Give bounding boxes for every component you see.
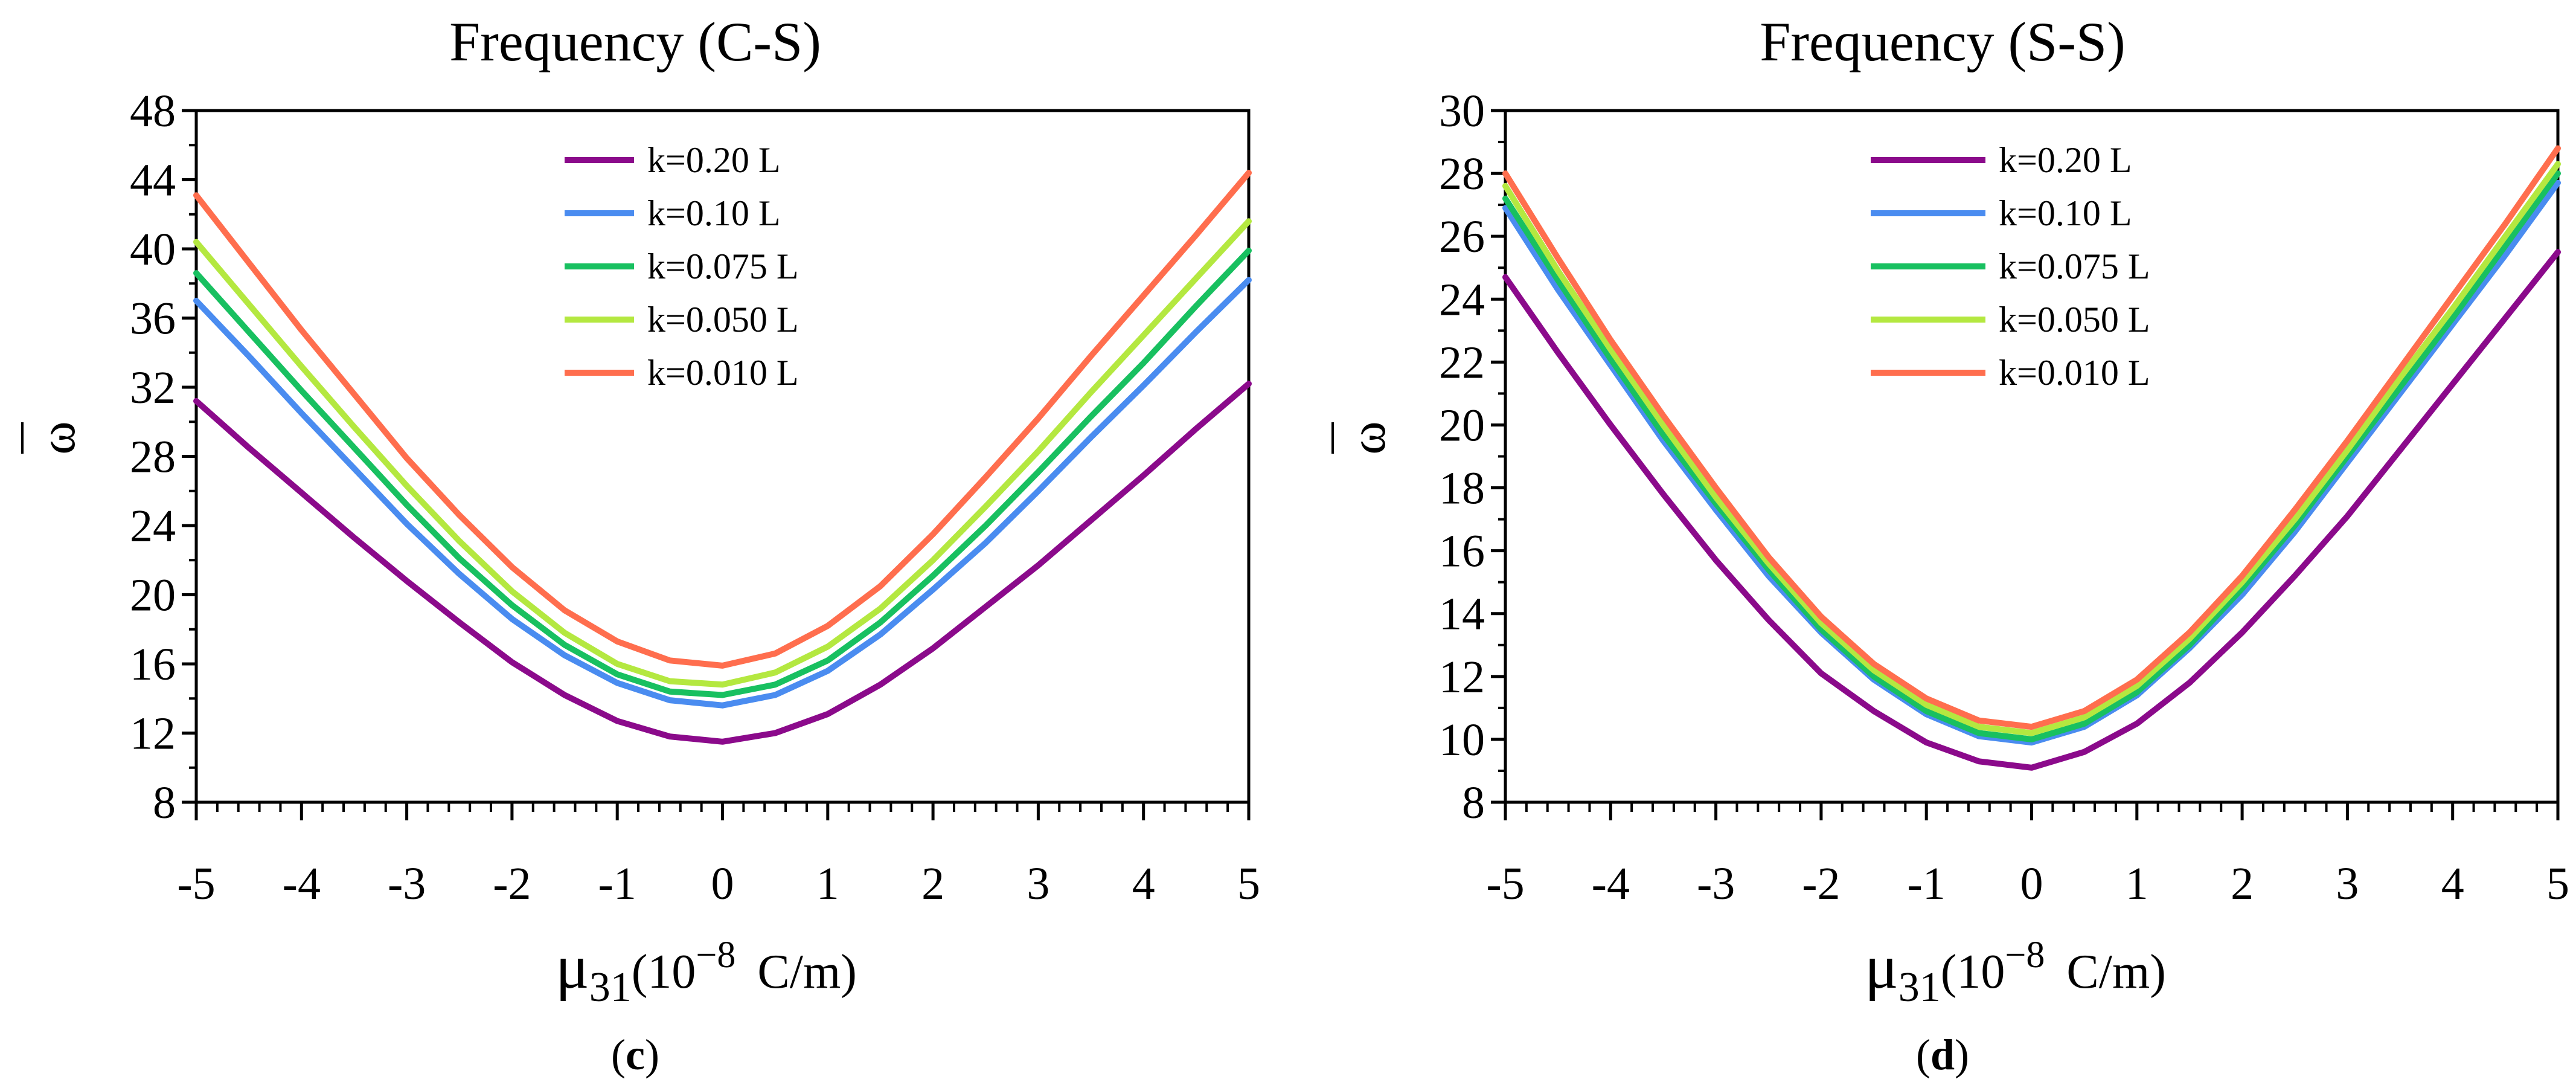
y-tick-label: 8 <box>1462 777 1485 828</box>
x-tick-label: 3 <box>1027 858 1049 909</box>
y-tick-label: 10 <box>1439 715 1485 765</box>
x-axis-label-sub: 31 <box>1898 964 1941 1011</box>
panel-label-open: ( <box>611 1031 626 1079</box>
y-tick-label: 44 <box>130 155 176 206</box>
chart-title: Frequency (S-S) <box>1760 11 2126 72</box>
x-tick-label: -3 <box>1697 858 1735 909</box>
y-tick-label: 20 <box>130 570 176 621</box>
chart-frequency-ss: Frequency (S-S)81012141618202224262830-5… <box>1331 11 2569 1079</box>
legend-label: k=0.075 L <box>1999 246 2150 286</box>
panel-label-letter: d <box>1930 1031 1955 1079</box>
series-line-0 <box>193 381 1252 745</box>
legend-label: k=0.010 L <box>647 353 799 393</box>
x-axis-label-paren: (10 <box>632 945 696 999</box>
x-axis-label-unit: C/m) <box>757 945 856 999</box>
series-line-3 <box>193 218 1252 688</box>
panel-label-close: ) <box>1955 1031 1969 1079</box>
y-tick-label: 26 <box>1439 211 1485 262</box>
x-tick-label: -4 <box>283 858 321 909</box>
y-tick-label: 40 <box>130 224 176 275</box>
legend-label: k=0.050 L <box>1999 300 2150 340</box>
x-tick-label: -1 <box>1908 858 1946 909</box>
x-tick-label: 4 <box>1132 858 1155 909</box>
x-axis-label-exp: −8 <box>696 935 735 976</box>
y-axis-label: ω <box>1340 421 1396 454</box>
y-tick-label: 14 <box>1439 589 1485 640</box>
legend-label: k=0.20 L <box>647 140 781 180</box>
y-tick-label: 30 <box>1439 86 1485 137</box>
legend-label: k=0.10 L <box>647 193 781 233</box>
x-tick-label: -2 <box>1802 858 1840 909</box>
x-tick-label: 4 <box>2441 858 2464 909</box>
series-line-0 <box>1502 249 2561 771</box>
series-line-1 <box>1502 179 2561 746</box>
x-tick-label: -1 <box>598 858 636 909</box>
legend-label: k=0.010 L <box>1999 353 2150 393</box>
panel-label-open: ( <box>1916 1031 1930 1079</box>
x-tick-label: 1 <box>2126 858 2148 909</box>
x-tick-label: -5 <box>1486 858 1524 909</box>
x-tick-label: 2 <box>921 858 944 909</box>
y-tick-label: 24 <box>130 501 176 552</box>
series-line-2 <box>193 247 1252 698</box>
panel-label: (d) <box>1916 1031 1969 1079</box>
series-line-4 <box>1502 145 2561 730</box>
x-axis-label: μ31(10−8 C/m) <box>1865 932 2166 1011</box>
panel-label-letter: c <box>626 1031 645 1079</box>
x-axis-label-sub: 31 <box>589 964 632 1011</box>
x-tick-label: 0 <box>2020 858 2043 909</box>
x-tick-label: 5 <box>1237 858 1260 909</box>
y-tick-label: 32 <box>130 362 176 413</box>
chart-title: Frequency (C-S) <box>449 11 821 72</box>
x-tick-label: 1 <box>816 858 839 909</box>
x-tick-label: -3 <box>388 858 426 909</box>
legend-label: k=0.075 L <box>647 246 799 286</box>
x-tick-label: 5 <box>2546 858 2569 909</box>
series-line-4 <box>193 170 1252 669</box>
legend-label: k=0.050 L <box>647 300 799 340</box>
y-tick-label: 24 <box>1439 274 1485 325</box>
legend-label: k=0.20 L <box>1999 140 2132 180</box>
y-tick-label: 36 <box>130 294 176 344</box>
x-axis-label-mu: μ <box>1865 932 1898 1002</box>
y-tick-label: 20 <box>1439 400 1485 451</box>
x-tick-label: 3 <box>2336 858 2359 909</box>
x-tick-label: 2 <box>2231 858 2254 909</box>
x-axis-label-exp: −8 <box>2005 935 2045 976</box>
y-tick-label: 16 <box>1439 526 1485 577</box>
x-axis-label-mu: μ <box>556 932 589 1002</box>
series-line-3 <box>1502 161 2561 736</box>
y-tick-label: 12 <box>130 709 176 759</box>
series-line-2 <box>1502 170 2561 742</box>
x-tick-label: -5 <box>177 858 215 909</box>
y-tick-label: 12 <box>1439 652 1485 703</box>
y-tick-label: 18 <box>1439 463 1485 514</box>
series-line-1 <box>193 277 1252 709</box>
panel-label: (c) <box>611 1031 659 1079</box>
x-tick-label: -4 <box>1592 858 1630 909</box>
y-tick-label: 28 <box>1439 149 1485 199</box>
x-axis-label-paren: (10 <box>1941 945 2005 999</box>
y-tick-label: 48 <box>130 86 176 137</box>
x-tick-label: -2 <box>493 858 531 909</box>
y-axis-label: ω <box>30 421 86 454</box>
y-tick-label: 22 <box>1439 337 1485 388</box>
legend-label: k=0.10 L <box>1999 193 2132 233</box>
panel-label-close: ) <box>645 1031 659 1079</box>
y-tick-label: 8 <box>153 777 176 828</box>
x-axis-label: μ31(10−8 C/m) <box>556 932 857 1011</box>
y-tick-label: 16 <box>130 639 176 690</box>
x-tick-label: 0 <box>711 858 734 909</box>
x-axis-label-unit: C/m) <box>2066 945 2165 999</box>
y-tick-label: 28 <box>130 432 176 483</box>
